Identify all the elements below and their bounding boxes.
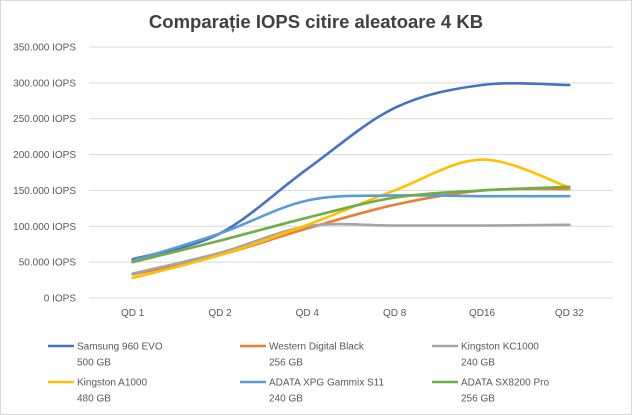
legend-sublabel: 256 GB xyxy=(269,358,303,369)
series-lines xyxy=(131,82,571,280)
legend-item: ADATA XPG Gammix S11 240 GB xyxy=(240,378,384,405)
legend-sublabel: 500 GB xyxy=(77,358,111,369)
y-tick-label: 0 IOPS xyxy=(44,294,77,305)
legend-sublabel: 240 GB xyxy=(269,394,303,405)
series-line-2 xyxy=(131,222,571,275)
x-tick-label: QD 32 xyxy=(555,308,584,319)
legend-label: ADATA SX8200 Pro xyxy=(461,378,549,389)
y-tick-label: 250.000 IOPS xyxy=(13,114,76,125)
series-line-5 xyxy=(131,185,571,264)
y-tick-label: 200.000 IOPS xyxy=(13,150,76,161)
x-tick-label: QD 2 xyxy=(208,308,232,319)
legend-label: Western Digital Black xyxy=(269,342,365,353)
legend: Samsung 960 EVO 500 GB Western Digital Bla… xyxy=(48,342,549,405)
series-line-3 xyxy=(131,158,571,280)
legend-item: Kingston KC1000 240 GB xyxy=(432,342,539,369)
y-tick-label: 150.000 IOPS xyxy=(13,186,76,197)
legend-sublabel: 256 GB xyxy=(461,394,495,405)
x-tick-label: QD 8 xyxy=(383,308,407,319)
x-tick-label: QD 4 xyxy=(296,308,320,319)
legend-item: ADATA SX8200 Pro 256 GB xyxy=(432,378,549,405)
legend-label: Kingston A1000 xyxy=(77,378,147,389)
legend-label: Samsung 960 EVO xyxy=(77,342,163,353)
legend-label: Kingston KC1000 xyxy=(461,342,539,353)
y-axis-ticks: 0 IOPS 50.000 IOPS 100.000 IOPS 150.000 IOP… xyxy=(13,43,76,305)
legend-item: Western Digital Black 256 GB xyxy=(240,342,365,369)
legend-label: ADATA XPG Gammix S11 xyxy=(269,378,384,389)
y-tick-label: 100.000 IOPS xyxy=(13,222,76,233)
legend-item: Kingston A1000 480 GB xyxy=(48,378,147,405)
x-tick-label: QD 1 xyxy=(121,308,145,319)
series-line-0 xyxy=(131,82,571,261)
chart-title: Comparație IOPS citire aleatoare 4 KB xyxy=(149,11,483,32)
legend-sublabel: 240 GB xyxy=(461,358,495,369)
legend-sublabel: 480 GB xyxy=(77,394,111,405)
y-tick-label: 50.000 IOPS xyxy=(19,258,77,269)
legend-item: Samsung 960 EVO 500 GB xyxy=(48,342,163,369)
x-axis-ticks: QD 1 QD 2 QD 4 QD 8 QD16 QD 32 xyxy=(121,308,584,319)
y-tick-label: 350.000 IOPS xyxy=(13,43,76,54)
x-tick-label: QD16 xyxy=(469,308,496,319)
y-tick-label: 300.000 IOPS xyxy=(13,78,76,89)
series-line-4 xyxy=(131,193,571,263)
